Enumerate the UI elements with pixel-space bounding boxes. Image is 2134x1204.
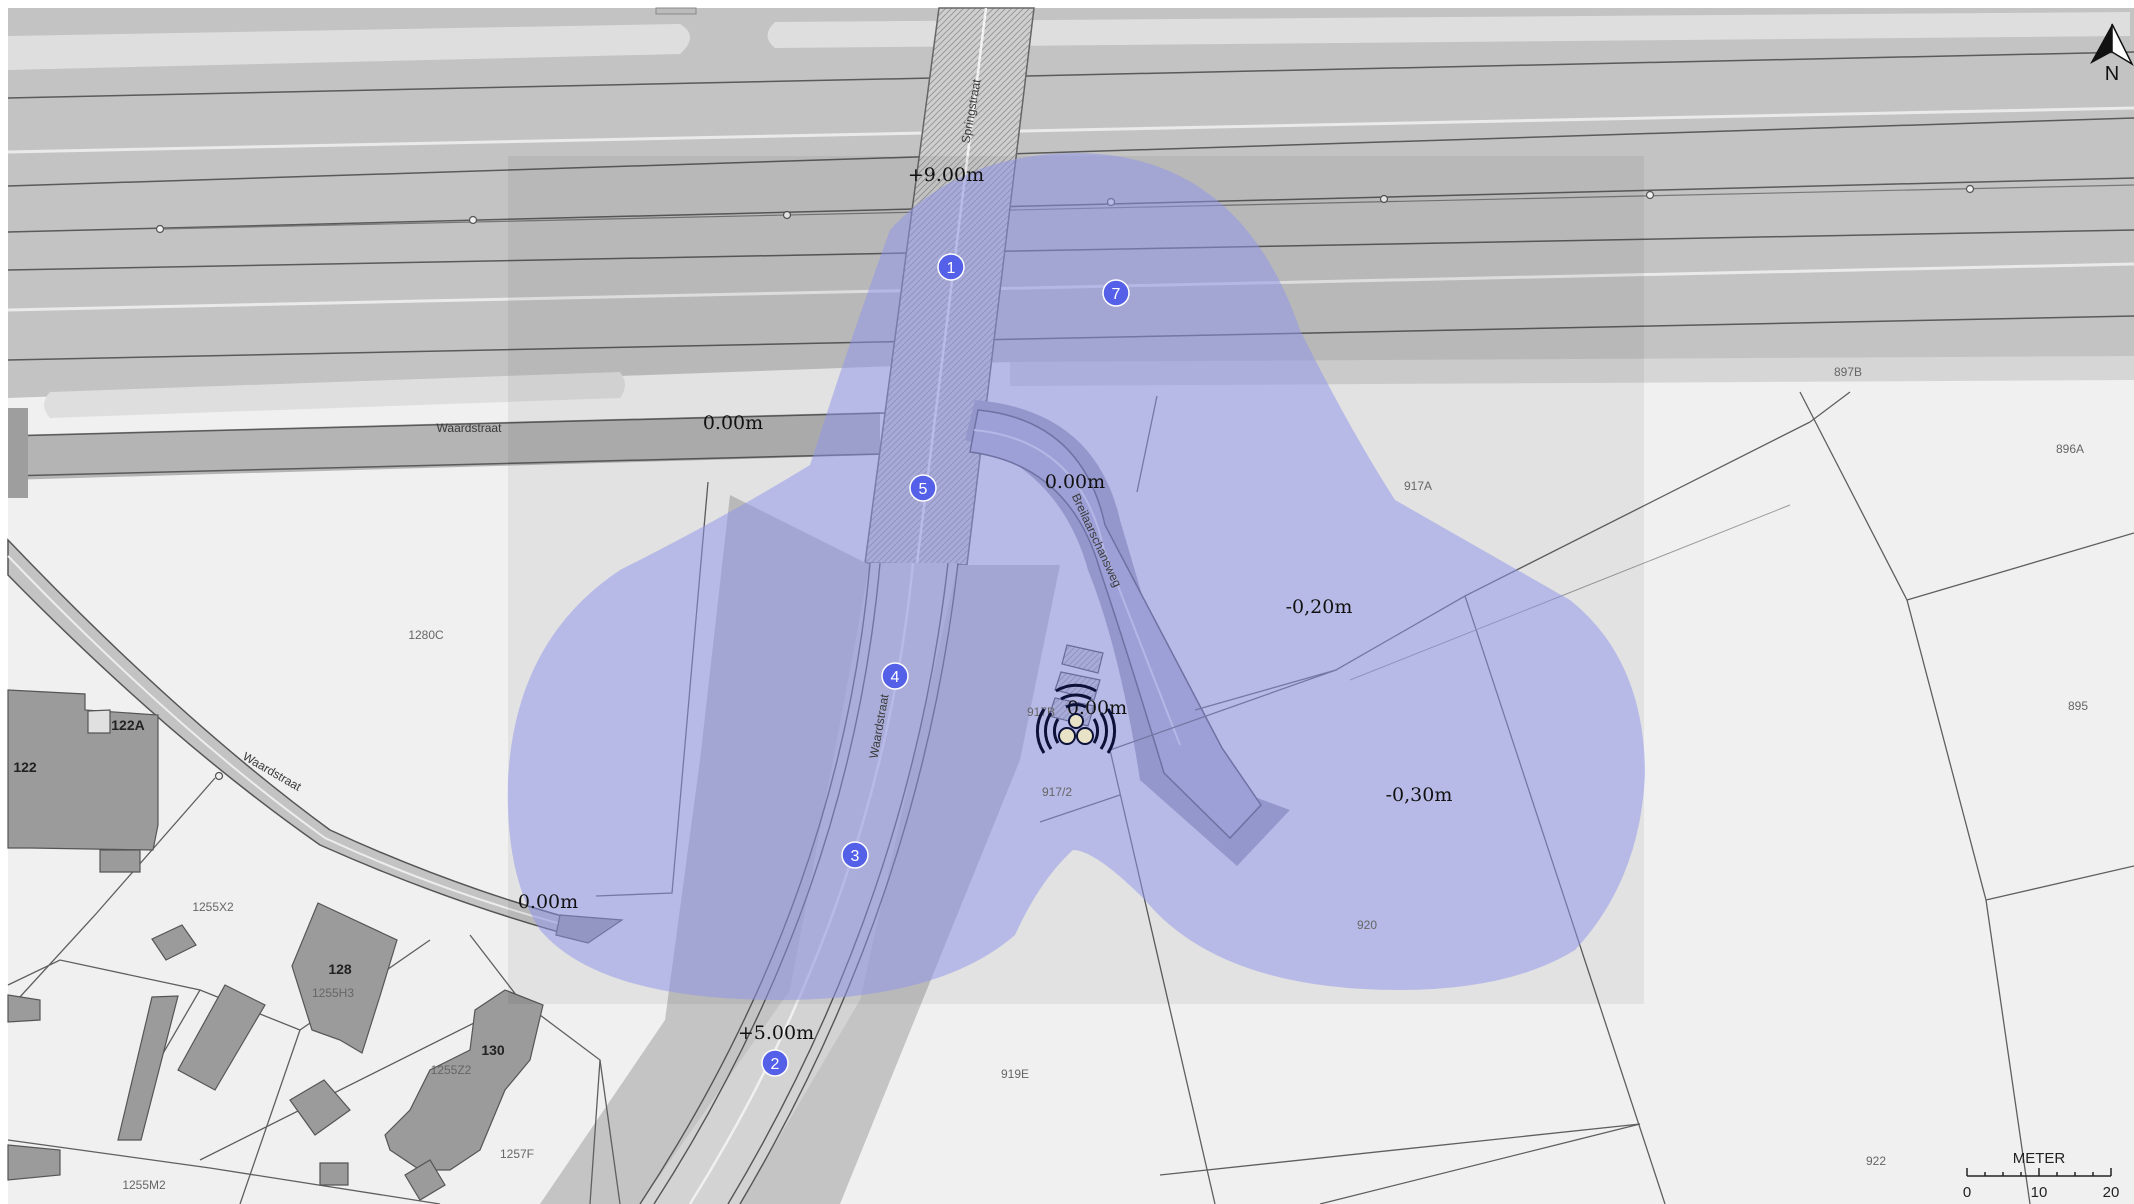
building-shed-2 [117, 995, 179, 1141]
receptor-markers[interactable]: 1 7 5 4 3 2 [761, 253, 1130, 1077]
parcel-label-896A: 896A [2056, 442, 2084, 456]
receptor-marker-label: 3 [851, 848, 860, 865]
receptor-marker-icon [937, 253, 965, 281]
receptor-marker-icon [761, 1049, 789, 1077]
waardstraat-west-centerline [7, 555, 593, 933]
building-labels: 122A 122 128 130 [13, 717, 505, 1058]
building-130 [384, 989, 544, 1171]
building-west-edge [7, 994, 41, 1023]
building-shed-5 [319, 1162, 349, 1186]
receptor-marker-icon [909, 474, 937, 502]
elevation-label-elev-junction: 0.00m [1045, 471, 1105, 493]
scale-tick-0: 0 [1963, 1184, 1971, 1201]
building-122a-stairs [87, 709, 111, 734]
parcel-label-919E: 919E [1001, 1067, 1029, 1081]
scale-tick-20: 20 [2103, 1184, 2120, 1201]
scale-bar: METER 0 10 20 [1963, 1150, 2120, 1201]
receptor-marker-icon [1102, 279, 1130, 307]
building-shed-7 [404, 1159, 446, 1201]
scale-tick-10: 10 [2031, 1184, 2048, 1201]
elevation-label-elev-southeast: -0,30m [1386, 784, 1453, 806]
receptor-marker-2[interactable]: 2 [761, 1049, 789, 1077]
building-shed-3 [177, 984, 266, 1091]
parcel-label-922: 922 [1866, 1154, 1886, 1168]
noise-source-icon[interactable] [1035, 683, 1117, 754]
street-label-waardstraat-north: Waardstraat [437, 421, 503, 435]
highway-light-strip-2 [767, 12, 2130, 48]
elevation-label-elev-west: 0.00m [518, 891, 578, 913]
waardstraat-north-road [8, 412, 880, 480]
receptor-marker-3[interactable]: 3 [841, 841, 869, 869]
receptor-marker-label: 7 [1112, 286, 1121, 303]
parcel-label-895: 895 [2068, 699, 2088, 713]
elevation-label-elev-waardstraat: 0.00m [703, 412, 763, 434]
parcel-label-1255X2: 1255X2 [192, 900, 234, 914]
highway-gantry [8, 408, 28, 498]
street-pole [214, 771, 224, 781]
receptor-marker-4[interactable]: 4 [881, 662, 909, 690]
house-number-128: 128 [328, 961, 352, 977]
highway-sign [655, 7, 697, 15]
north-arrow: N [2090, 23, 2134, 85]
highway-light-strip-1 [8, 24, 690, 70]
house-number-130: 130 [481, 1042, 505, 1058]
parcel-label-897B: 897B [1834, 365, 1862, 379]
building-shed-6 [7, 1144, 61, 1181]
house-number-122: 122 [13, 759, 37, 775]
receptor-marker-label: 1 [947, 260, 956, 277]
house-number-122A: 122A [111, 717, 144, 733]
parcel-label-1257F: 1257F [500, 1147, 534, 1161]
buildings [7, 689, 544, 1201]
parcel-label-1280C: 1280C [408, 628, 444, 642]
parcel-label-917-2: 917/2 [1042, 785, 1072, 799]
elevation-label-elev-east: -0,20m [1286, 596, 1353, 618]
elevation-label-elev-north-bridge: +9.00m [908, 164, 984, 186]
north-arrow-icon [2090, 24, 2112, 64]
receptor-marker-5[interactable]: 5 [909, 474, 937, 502]
building-shed-1 [151, 924, 197, 961]
receptor-marker-label: 4 [891, 669, 900, 686]
building-shed-4 [289, 1079, 351, 1136]
parcel-label-1255M2: 1255M2 [122, 1178, 166, 1192]
receptor-marker-label: 5 [919, 481, 928, 498]
elevation-labels: +9.00m0.00m0.00m-0,20m0.00m-0,30m0.00m+5… [518, 164, 1453, 1044]
receptor-marker-icon [881, 662, 909, 690]
receptor-marker-7[interactable]: 7 [1102, 279, 1130, 307]
building-122 [7, 689, 159, 851]
parcel-label-1255H3: 1255H3 [312, 986, 354, 1000]
parcel-label-920: 920 [1357, 918, 1377, 932]
scale-bar-title: METER [2013, 1150, 2066, 1167]
parcel-label-917A: 917A [1404, 479, 1432, 493]
parcel-label-1255Z2: 1255Z2 [431, 1063, 472, 1077]
north-label: N [2105, 63, 2119, 85]
building-122-annex [99, 849, 141, 873]
noise-coverage-area [507, 153, 1645, 1000]
receptor-marker-1[interactable]: 1 [937, 253, 965, 281]
building-128 [291, 902, 398, 1054]
elevation-label-elev-south: +5.00m [738, 1022, 814, 1044]
receptor-marker-icon [841, 841, 869, 869]
parcel-labels: 897B896A917A8951280C917B917/29201255X212… [122, 365, 2088, 1192]
highway-light-strip-3 [44, 372, 625, 418]
receptor-marker-label: 2 [771, 1056, 780, 1073]
